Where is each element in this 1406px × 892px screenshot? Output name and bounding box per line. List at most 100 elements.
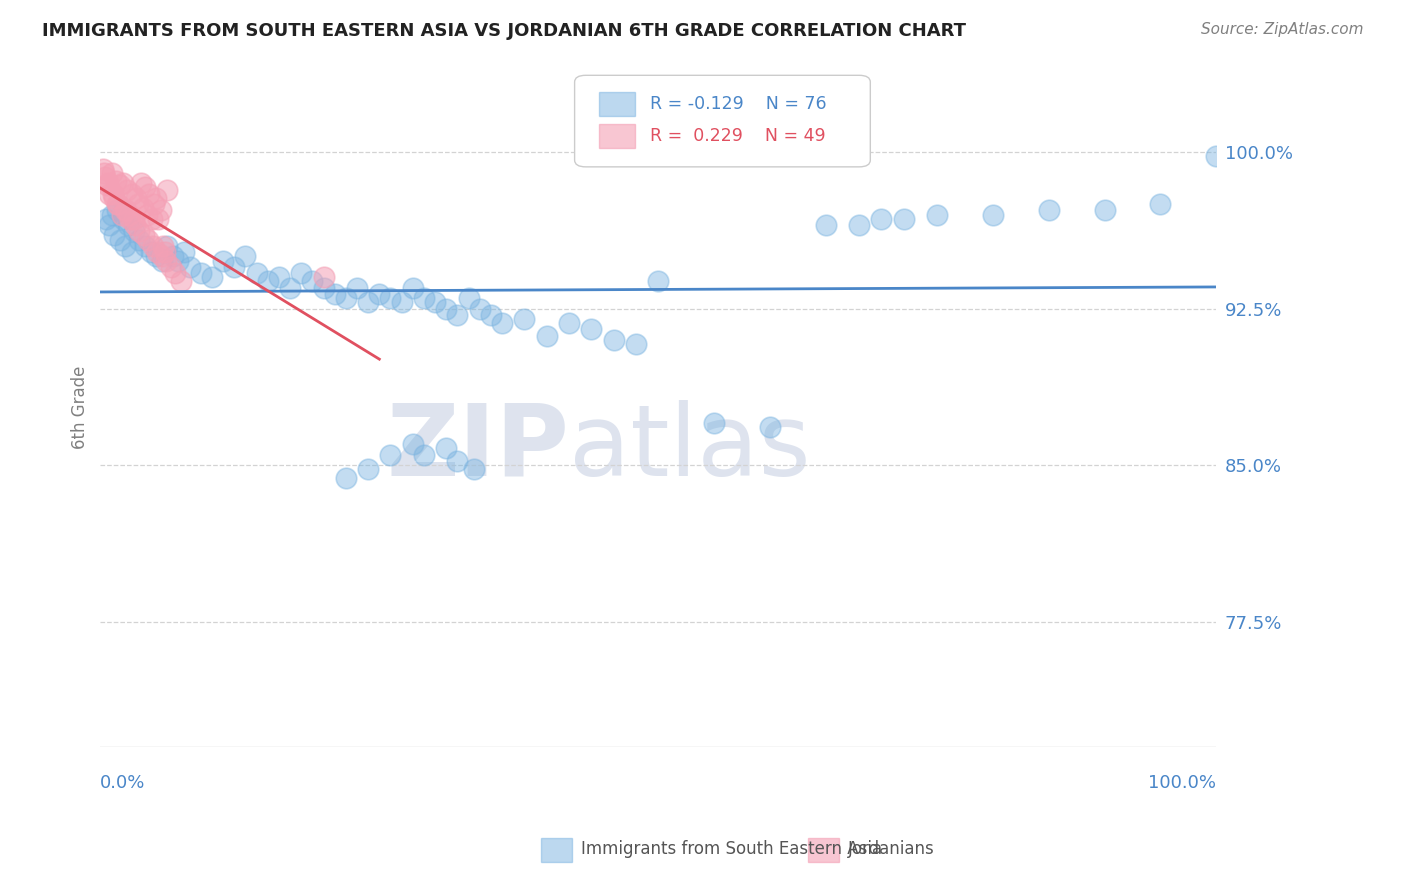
Point: [434, 442, 457, 456]
Point: [402, 280, 425, 294]
Point: [127, 197, 149, 211]
Point: [413, 291, 436, 305]
Point: [146, 245, 169, 260]
Point: [814, 218, 837, 232]
Point: [105, 197, 128, 211]
Point: [201, 270, 224, 285]
Point: [134, 239, 156, 253]
Point: [96, 178, 118, 193]
Point: [100, 166, 122, 180]
Point: [125, 191, 148, 205]
Point: [97, 176, 120, 190]
Point: [536, 328, 558, 343]
Point: [114, 203, 136, 218]
Point: [117, 218, 139, 232]
Point: [150, 253, 173, 268]
Point: [368, 286, 391, 301]
Point: [357, 295, 380, 310]
Point: [312, 280, 335, 294]
Point: [167, 253, 190, 268]
Point: [391, 295, 413, 310]
Point: [138, 233, 160, 247]
Point: [290, 266, 312, 280]
Point: [267, 270, 290, 285]
Point: [380, 291, 402, 305]
Point: [148, 211, 170, 226]
Point: [463, 462, 485, 476]
Point: [703, 417, 725, 431]
Point: [111, 176, 134, 190]
Point: [893, 211, 915, 226]
Point: [141, 211, 163, 226]
Point: [335, 470, 357, 484]
Point: [170, 274, 193, 288]
Point: [1094, 203, 1116, 218]
Point: [581, 322, 603, 336]
Text: IMMIGRANTS FROM SOUTH EASTERN ASIA VS JORDANIAN 6TH GRADE CORRELATION CHART: IMMIGRANTS FROM SOUTH EASTERN ASIA VS JO…: [42, 22, 966, 40]
Point: [446, 308, 468, 322]
Point: [423, 295, 446, 310]
Point: [98, 186, 121, 201]
Bar: [541, 838, 572, 862]
Point: [128, 233, 150, 247]
Point: [165, 266, 187, 280]
Point: [162, 249, 184, 263]
Point: [124, 218, 146, 232]
Text: R =  0.229    N = 49: R = 0.229 N = 49: [651, 127, 827, 145]
Point: [335, 291, 357, 305]
Point: [159, 260, 181, 274]
Point: [110, 178, 132, 193]
Point: [380, 448, 402, 462]
Point: [155, 253, 177, 268]
Point: [105, 203, 128, 218]
Point: [1038, 203, 1060, 218]
Bar: [599, 92, 636, 116]
Point: [110, 233, 132, 247]
Point: [145, 249, 167, 263]
Point: [152, 239, 174, 253]
Point: [93, 166, 115, 180]
Point: [118, 208, 141, 222]
Text: ZIP: ZIP: [387, 400, 569, 497]
Point: [122, 211, 145, 226]
Point: [94, 169, 117, 184]
Bar: [599, 124, 636, 148]
Point: [142, 239, 165, 253]
Y-axis label: 6th Grade: 6th Grade: [72, 366, 89, 450]
Point: [870, 211, 893, 226]
Point: [357, 462, 380, 476]
Point: [301, 274, 323, 288]
Point: [100, 208, 122, 222]
Point: [132, 228, 155, 243]
Point: [136, 208, 159, 222]
Point: [323, 286, 346, 301]
Point: [120, 211, 142, 226]
Point: [602, 333, 624, 347]
Text: Source: ZipAtlas.com: Source: ZipAtlas.com: [1201, 22, 1364, 37]
Point: [278, 280, 301, 294]
Text: Jordanians: Jordanians: [848, 840, 935, 858]
Point: [142, 197, 165, 211]
Point: [1149, 197, 1171, 211]
Point: [104, 174, 127, 188]
Point: [479, 308, 502, 322]
Point: [115, 183, 138, 197]
Point: [434, 301, 457, 316]
Point: [145, 191, 167, 205]
Text: R = -0.129    N = 76: R = -0.129 N = 76: [651, 95, 827, 112]
Point: [190, 266, 212, 280]
Point: [156, 183, 179, 197]
FancyBboxPatch shape: [575, 75, 870, 167]
Point: [256, 274, 278, 288]
Point: [312, 270, 335, 285]
Point: [624, 337, 647, 351]
Point: [132, 202, 155, 216]
Point: [468, 301, 491, 316]
Point: [128, 224, 150, 238]
Text: Immigrants from South Eastern Asia: Immigrants from South Eastern Asia: [581, 840, 882, 858]
Point: [103, 191, 125, 205]
Point: [513, 312, 536, 326]
Point: [235, 249, 257, 263]
Point: [115, 203, 138, 218]
Point: [927, 208, 949, 222]
